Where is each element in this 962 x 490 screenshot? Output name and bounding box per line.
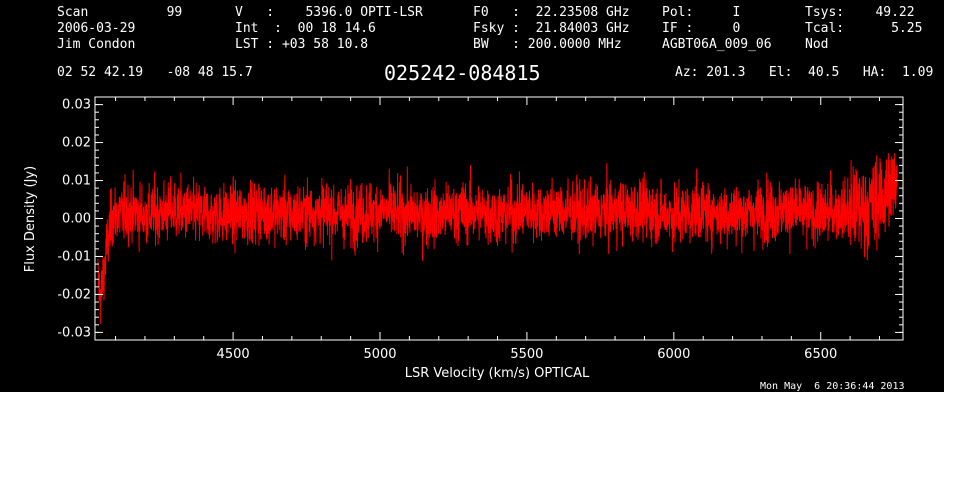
header-project: AGBT06A_009_06 (662, 37, 772, 52)
source-coordinates: 02 52 42.19 -08 48 15.7 (57, 65, 253, 80)
header-date: 2006-03-29 (57, 21, 136, 36)
pointing-info: Az: 201.3 El: 40.5 HA: 1.09 (675, 65, 934, 80)
header-integration: Int : 00 18 14.6 (235, 21, 376, 36)
spectrum-chart: 4500 5000 5500 6000 6500 -0.03 -0.02 -0.01 0.00 0… (23, 96, 904, 381)
x-tick-label: 5000 (363, 347, 396, 362)
header-tcal: Tcal: 5.25 (805, 21, 923, 36)
y-tick-label: 0.03 (62, 98, 91, 113)
header-lst: LST : +03 58 10.8 (235, 37, 369, 52)
y-tick-label: -0.03 (57, 325, 91, 340)
plot-timestamp: Mon May 6 20:36:44 2013 (760, 381, 905, 392)
header-bandwidth: BW : 200.0000 MHz (473, 37, 622, 52)
spectrum-trace (97, 153, 898, 325)
y-tick-label: -0.01 (57, 249, 91, 264)
header-observer: Jim Condon (57, 37, 136, 52)
source-name: 025242-084815 (384, 61, 541, 85)
y-tick-label: -0.02 (57, 287, 91, 302)
spectrum-trace-group (97, 153, 898, 325)
spectrum-panel: Scan 99 2006-03-29 Jim Condon V : 5396.0… (0, 0, 944, 392)
header-scan: Scan 99 (57, 5, 183, 20)
header-if: IF : 0 (662, 21, 741, 36)
x-axis-label: LSR Velocity (km/s) OPTICAL (405, 366, 590, 381)
y-tick-label: 0.00 (62, 212, 91, 227)
header-velocity: V : 5396.0 OPTI-LSR (235, 5, 423, 20)
x-tick-label: 6500 (804, 347, 837, 362)
header-tsys: Tsys: 49.22 (805, 5, 915, 20)
header-proc: Nod (805, 37, 829, 52)
x-tick-label: 6000 (657, 347, 690, 362)
header-rest-frequency: F0 : 22.23508 GHz (473, 5, 630, 20)
header-polarization: Pol: I (662, 5, 741, 20)
y-axis-label: Flux Density (Jy) (23, 166, 38, 272)
x-tick-label: 5500 (510, 347, 543, 362)
axis-group: 4500 5000 5500 6000 6500 -0.03 -0.02 -0.01 0.00 0… (57, 97, 903, 362)
y-tick-label: 0.02 (62, 136, 91, 151)
x-tick-label: 4500 (217, 347, 250, 362)
header-sky-frequency: Fsky : 21.84003 GHz (473, 21, 630, 36)
y-tick-label: 0.01 (62, 174, 91, 189)
